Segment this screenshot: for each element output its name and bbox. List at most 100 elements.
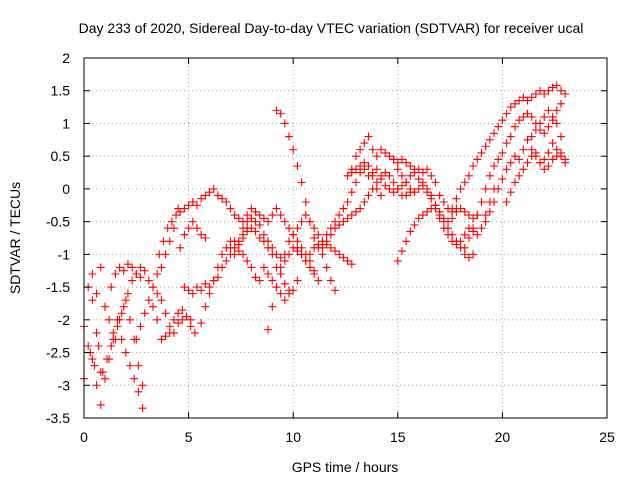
data-point [351, 207, 360, 216]
data-point [238, 234, 247, 242]
data-point [356, 162, 365, 170]
data-point [121, 348, 130, 357]
data-point [182, 312, 191, 321]
data-point [515, 171, 524, 180]
data-point [111, 270, 120, 278]
data-point [197, 230, 206, 239]
data-point [347, 188, 356, 197]
data-point [255, 276, 264, 285]
data-point [502, 165, 511, 174]
data-point [464, 171, 473, 180]
data-point [351, 152, 360, 161]
data-point [351, 178, 360, 187]
data-point [293, 162, 302, 170]
data-point [144, 296, 153, 305]
data-point [498, 116, 507, 125]
data-point [410, 220, 419, 229]
data-series [389, 155, 499, 249]
data-point [243, 227, 252, 236]
data-point [360, 165, 369, 174]
data-series [527, 90, 570, 141]
data-point [381, 168, 390, 177]
data-point [406, 162, 415, 170]
data-point [293, 224, 302, 233]
y-tick-label: -1 [58, 246, 71, 262]
data-point [305, 250, 314, 259]
data-point [107, 283, 116, 292]
data-point [393, 256, 402, 265]
data-point [364, 191, 373, 200]
data-point [561, 90, 570, 98]
data-point [174, 319, 183, 328]
data-point [540, 165, 549, 174]
data-point [169, 315, 178, 324]
data-point [136, 273, 145, 282]
data-point [552, 106, 561, 115]
data-point [510, 99, 519, 108]
data-point [372, 178, 381, 187]
data-point [88, 296, 97, 305]
data-point [527, 93, 536, 102]
data-point [552, 119, 561, 128]
data-point [556, 86, 565, 95]
data-point [243, 256, 252, 265]
data-point [377, 191, 386, 200]
data-point [190, 328, 199, 337]
data-point [515, 116, 524, 125]
data-point [197, 194, 206, 203]
data-point [230, 211, 239, 220]
data-point [527, 132, 536, 141]
data-point [397, 247, 406, 256]
data-point [368, 168, 377, 177]
data-point [544, 162, 553, 170]
data-point [234, 214, 243, 223]
data-point [339, 204, 348, 213]
data-point [153, 315, 162, 324]
data-point [536, 158, 545, 167]
data-point [439, 198, 448, 206]
data-point [176, 243, 185, 252]
data-point [381, 148, 390, 157]
data-point [469, 162, 478, 170]
data-point [188, 217, 197, 226]
data-point [234, 247, 243, 256]
data-point [331, 224, 340, 233]
data-point [418, 181, 427, 190]
data-series [80, 342, 105, 409]
data-point [92, 289, 101, 298]
data-point [452, 240, 461, 249]
data-point [490, 198, 499, 206]
data-point [531, 126, 540, 134]
data-point [418, 211, 427, 220]
data-point [88, 270, 97, 278]
data-point [510, 122, 519, 131]
data-point [247, 204, 256, 213]
data-point [397, 181, 406, 190]
data-point [310, 266, 319, 275]
data-series [197, 224, 294, 328]
data-point [100, 302, 109, 311]
data-point [485, 135, 494, 144]
axis-ticks: 0 5 10 15 20 25 -3.5 -3 -2.5 -2 -1.5 -1 -0.5 0 0.5 1 1.5… [46, 50, 615, 445]
data-point [126, 315, 135, 324]
data-point [498, 175, 507, 184]
data-point [360, 198, 369, 206]
data-point [280, 250, 289, 259]
data-point [410, 188, 419, 197]
x-tick-label: 10 [285, 429, 301, 445]
data-point [494, 184, 503, 193]
data-point [372, 165, 381, 174]
data-point [119, 302, 128, 311]
data-point [314, 240, 323, 249]
data-point [331, 286, 340, 295]
data-point [132, 335, 141, 344]
data-point [107, 342, 116, 350]
data-point [138, 404, 147, 413]
data-point [460, 207, 469, 216]
data-point [280, 119, 289, 128]
data-series [272, 106, 340, 295]
data-point [297, 178, 306, 187]
data-point [389, 178, 398, 187]
data-point [178, 315, 187, 324]
data-point [209, 184, 218, 193]
